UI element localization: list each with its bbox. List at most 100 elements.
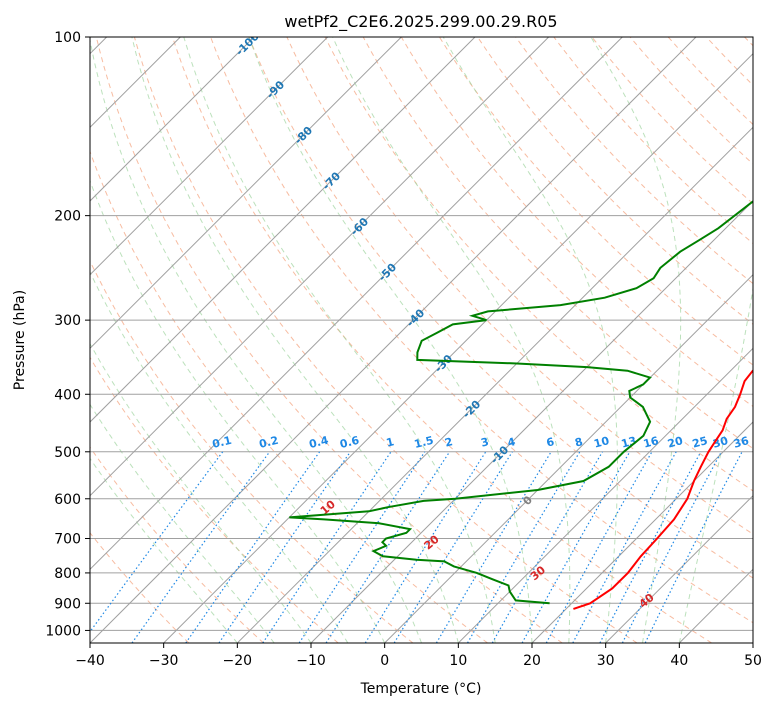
mixing-ratio-label: 30 xyxy=(711,434,730,451)
mixing-ratio-label: 4 xyxy=(506,435,517,450)
mixing-ratio-label: 8 xyxy=(574,435,585,450)
mixing-ratio-label: 0.2 xyxy=(258,434,280,451)
isotherm-line xyxy=(90,37,697,643)
moist-adiabat-line xyxy=(90,37,422,643)
x-tick-label: −20 xyxy=(223,653,253,669)
mixing-ratio-line xyxy=(572,451,677,643)
dry-adiabat-line xyxy=(95,37,563,643)
x-tick-label: 20 xyxy=(523,653,541,669)
isotherm-line xyxy=(90,37,329,276)
moist-adiabat-line xyxy=(590,37,682,643)
x-axis: −40 −30 −20 −10 0 10 20 30 40 50 xyxy=(75,643,762,669)
sounding-profiles xyxy=(289,200,753,610)
mixing-ratio-label: 16 xyxy=(642,434,661,451)
mixing-ratio-line xyxy=(325,451,451,643)
x-tick-label: 10 xyxy=(449,653,467,669)
temperature-line xyxy=(573,369,753,610)
moist-adiabat-line xyxy=(131,37,459,643)
dewpoint-line xyxy=(289,200,753,605)
x-tick-label: 0 xyxy=(380,653,389,669)
mixing-ratio-label: 13 xyxy=(620,434,638,451)
moist-adiabat-line xyxy=(90,179,386,643)
mixing-ratio-line xyxy=(491,451,604,643)
mixing-ratio-label: 10 xyxy=(592,434,610,451)
y-tick-label: 200 xyxy=(54,209,81,225)
y-tick-label: 400 xyxy=(54,387,81,403)
dry-adiabat-line xyxy=(438,37,753,366)
x-tick-label: −40 xyxy=(75,653,105,669)
mixing-ratio-label: 0.6 xyxy=(339,434,361,451)
mixing-ratio-line xyxy=(393,451,513,643)
y-tick-label: 500 xyxy=(54,445,81,461)
mixing-ratio-label: 1 xyxy=(385,435,396,449)
mixing-ratio-line xyxy=(185,451,321,643)
isotherm-line xyxy=(605,494,753,643)
mixing-ratio-line xyxy=(466,451,581,643)
isotherm-line xyxy=(90,37,255,202)
moist-adiabat-line xyxy=(90,457,238,643)
isotherm-line xyxy=(163,52,753,643)
dry-adiabat-line xyxy=(90,356,339,643)
mixing-ratio-labels: 0.1 0.2 0.4 0.6 1 1.5 2 3 4 6 8 10 13 16 20 25 30 36 xyxy=(211,434,751,451)
dry-adiabat-line xyxy=(324,37,753,492)
dry-adiabat-line xyxy=(248,37,753,579)
mixing-ratio-label: 0.4 xyxy=(308,434,330,451)
x-tick-label: 30 xyxy=(597,653,615,669)
dry-adiabat-line xyxy=(400,37,753,408)
y-tick-label: 1000 xyxy=(45,623,81,639)
x-axis-title: Temperature (°C) xyxy=(360,681,482,697)
isotherm-line xyxy=(90,37,476,423)
isotherm-line xyxy=(457,347,753,643)
background-lines xyxy=(90,37,753,643)
x-tick-label: −30 xyxy=(149,653,179,669)
mixing-ratio-label: 3 xyxy=(480,435,491,449)
y-tick-label: 600 xyxy=(54,492,81,508)
moist-adiabat-line xyxy=(248,37,533,643)
x-tick-label: 50 xyxy=(744,653,762,669)
mixing-ratio-label: 2 xyxy=(443,435,454,449)
y-tick-label: 700 xyxy=(54,532,81,548)
dry-adiabat-line xyxy=(90,259,414,643)
mixing-ratio-label: 6 xyxy=(545,435,556,450)
mixing-ratio-line xyxy=(435,451,552,643)
y-tick-label: 300 xyxy=(54,313,81,329)
mixing-ratio-label: 0.1 xyxy=(211,434,233,451)
isotherms xyxy=(90,37,753,643)
isotherm-line xyxy=(236,126,753,643)
y-axis: 100 200 300 400 500 600 700 800 900 1000 xyxy=(45,30,90,639)
isotherm-line xyxy=(310,200,753,643)
x-tick-label: −10 xyxy=(296,653,326,669)
isotherm-line xyxy=(90,37,623,571)
dry-adiabat-line xyxy=(133,37,638,643)
y-axis-title: Pressure (hPa) xyxy=(12,290,28,390)
y-tick-label: 800 xyxy=(54,566,81,582)
isotherm-line xyxy=(531,421,753,643)
mixing-ratio-label: 1.5 xyxy=(413,434,435,451)
mixing-ratio-line xyxy=(521,451,631,643)
dry-adiabat-line xyxy=(90,532,190,643)
y-tick-label: 900 xyxy=(54,596,81,612)
mixing-ratio-label: 36 xyxy=(732,434,751,451)
mixing-ratio-label: 25 xyxy=(691,434,709,451)
moist-adiabat-line xyxy=(332,37,571,643)
mixing-ratio-line xyxy=(131,451,271,643)
plot-frame xyxy=(89,36,754,644)
mixing-ratio-line xyxy=(545,451,653,643)
x-tick-label: 40 xyxy=(670,653,688,669)
chart-title: wetPf2_C2E6.2025.299.00.29.R05 xyxy=(284,12,557,32)
isotherm-line xyxy=(90,37,402,350)
dry-adiabat-line xyxy=(210,37,753,624)
moist-adiabat-line xyxy=(442,37,618,643)
isotherm-line xyxy=(90,37,550,497)
mixing-ratio-line xyxy=(218,451,351,643)
dry-adiabat-line xyxy=(286,37,753,535)
mixing-ratio-lines xyxy=(90,451,743,643)
isotherm-line xyxy=(384,273,753,643)
moist-adiabat-line xyxy=(90,342,312,643)
mixing-ratio-line xyxy=(364,451,487,643)
moist-adiabat-line xyxy=(90,403,275,643)
y-tick-label: 100 xyxy=(54,30,81,46)
mixing-ratio-label: 20 xyxy=(666,434,685,451)
